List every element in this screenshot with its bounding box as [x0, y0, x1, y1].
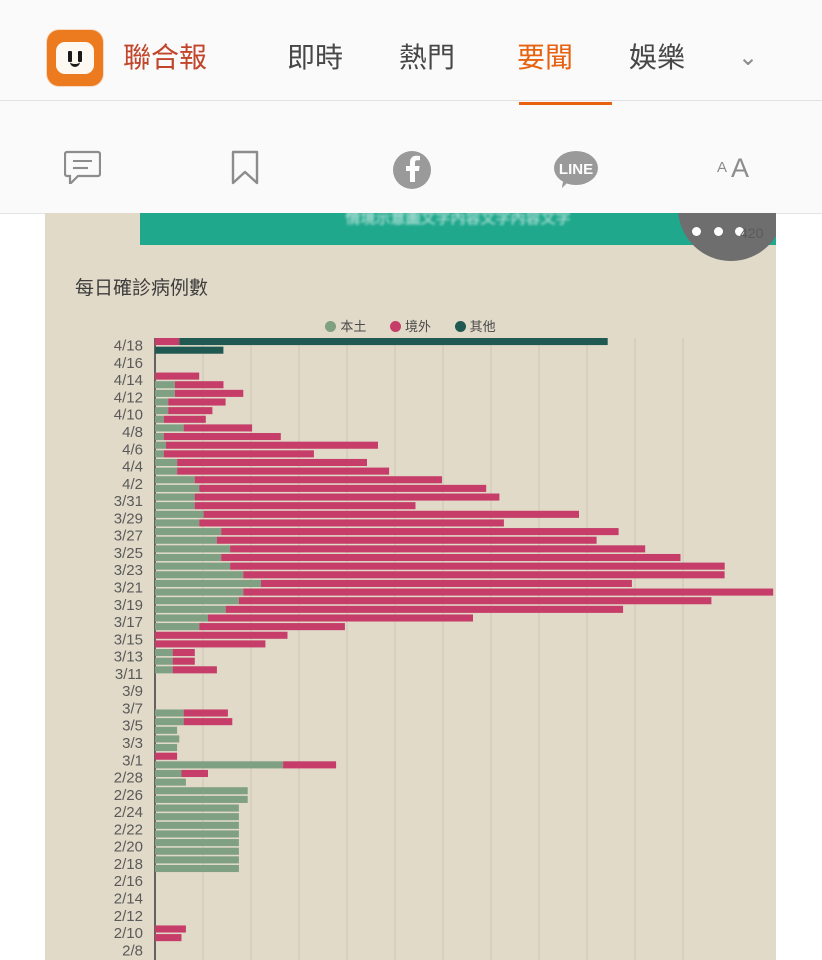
svg-text:2/24: 2/24: [114, 804, 143, 821]
svg-text:4/18: 4/18: [114, 338, 143, 355]
svg-text:3/13: 3/13: [114, 649, 143, 666]
svg-text:3/11: 3/11: [115, 666, 143, 683]
svg-text:A: A: [731, 153, 749, 180]
svg-text:3/31: 3/31: [114, 493, 143, 510]
svg-text:2/28: 2/28: [114, 770, 143, 787]
svg-text:3/25: 3/25: [114, 545, 143, 562]
svg-text:3/19: 3/19: [114, 597, 143, 614]
svg-text:2/16: 2/16: [114, 873, 143, 890]
svg-text:3/23: 3/23: [114, 562, 143, 579]
svg-text:LINE: LINE: [559, 161, 593, 178]
svg-text:2/26: 2/26: [114, 787, 143, 804]
svg-text:3/29: 3/29: [114, 510, 143, 527]
svg-text:4/2: 4/2: [122, 476, 143, 493]
svg-text:4/14: 4/14: [114, 372, 143, 389]
svg-text:2/22: 2/22: [114, 821, 143, 838]
svg-text:2/20: 2/20: [114, 839, 143, 856]
svg-text:3/7: 3/7: [122, 700, 143, 717]
svg-text:4/10: 4/10: [114, 407, 143, 424]
svg-text:4/12: 4/12: [114, 389, 143, 406]
svg-text:3/3: 3/3: [122, 735, 143, 752]
svg-text:4/8: 4/8: [122, 424, 143, 441]
svg-text:3/1: 3/1: [122, 752, 143, 769]
svg-text:2/12: 2/12: [114, 908, 143, 925]
svg-text:3/5: 3/5: [122, 718, 143, 735]
svg-text:2/10: 2/10: [114, 925, 143, 942]
svg-text:4/6: 4/6: [122, 441, 143, 458]
svg-text:3/17: 3/17: [114, 614, 143, 631]
svg-text:3/9: 3/9: [122, 683, 143, 700]
svg-text:2/8: 2/8: [122, 942, 143, 959]
svg-text:3/15: 3/15: [114, 631, 143, 648]
svg-text:4/16: 4/16: [114, 355, 143, 372]
svg-text:A: A: [717, 159, 727, 176]
svg-text:2/14: 2/14: [114, 890, 143, 907]
svg-text:4/4: 4/4: [122, 459, 143, 476]
svg-text:2/18: 2/18: [114, 856, 143, 873]
svg-text:3/21: 3/21: [114, 579, 143, 596]
svg-text:3/27: 3/27: [114, 528, 143, 545]
